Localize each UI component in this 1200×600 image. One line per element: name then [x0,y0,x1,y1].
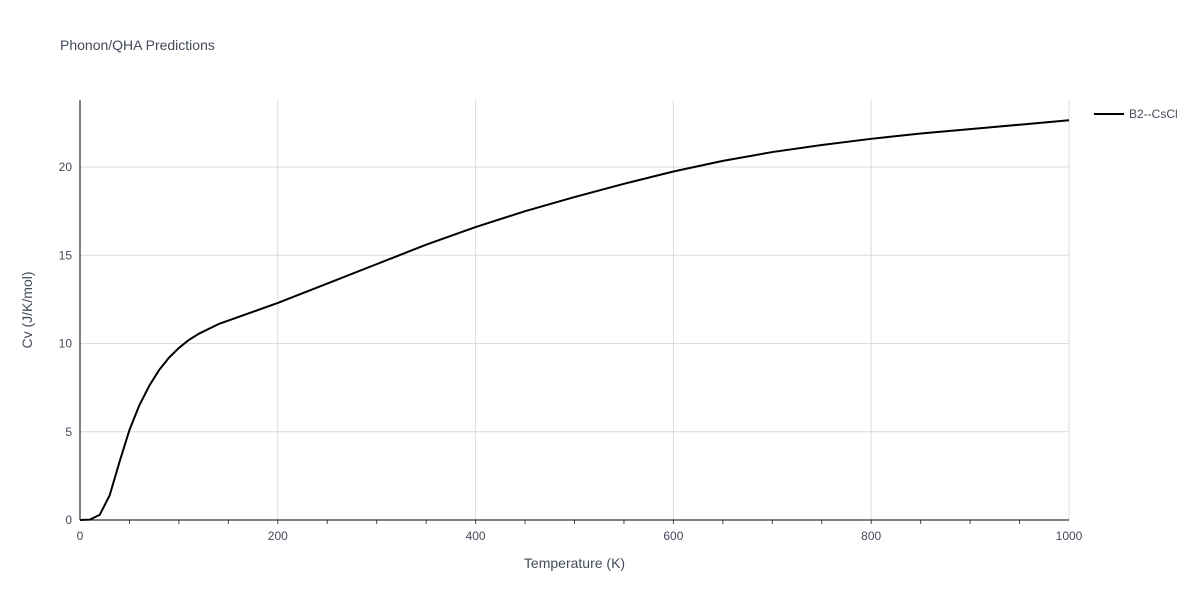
x-tick-label: 0 [77,529,84,543]
series-group [79,119,1070,521]
x-gridlines [277,100,1070,520]
series-line [79,119,1070,521]
legend-item[interactable]: B2--CsCl [1094,107,1178,121]
x-axis-title: Temperature (K) [524,555,625,571]
x-tick-label: 800 [861,529,881,543]
y-tick-labels: 0 5 10 15 20 [59,160,73,527]
y-tick-label: 0 [65,513,72,527]
legend-label: B2--CsCl [1129,107,1178,121]
y-tick-label: 15 [59,248,73,262]
x-tick-labels: 0 200 400 600 800 1000 [77,529,1083,543]
x-tick-label: 400 [466,529,486,543]
x-tick-label: 600 [663,529,683,543]
y-tick-label: 20 [59,160,73,174]
y-tick-label: 5 [65,425,72,439]
chart-title: Phonon/QHA Predictions [60,37,215,53]
x-tick-label: 200 [268,529,288,543]
x-minor-ticks [128,520,1021,524]
legend[interactable]: B2--CsCl [1094,107,1178,121]
y-axis-title: Cv (J/K/mol) [19,272,35,349]
y-tick-label: 10 [59,337,73,351]
x-tick-label: 1000 [1056,529,1083,543]
y-gridlines [80,166,1069,433]
